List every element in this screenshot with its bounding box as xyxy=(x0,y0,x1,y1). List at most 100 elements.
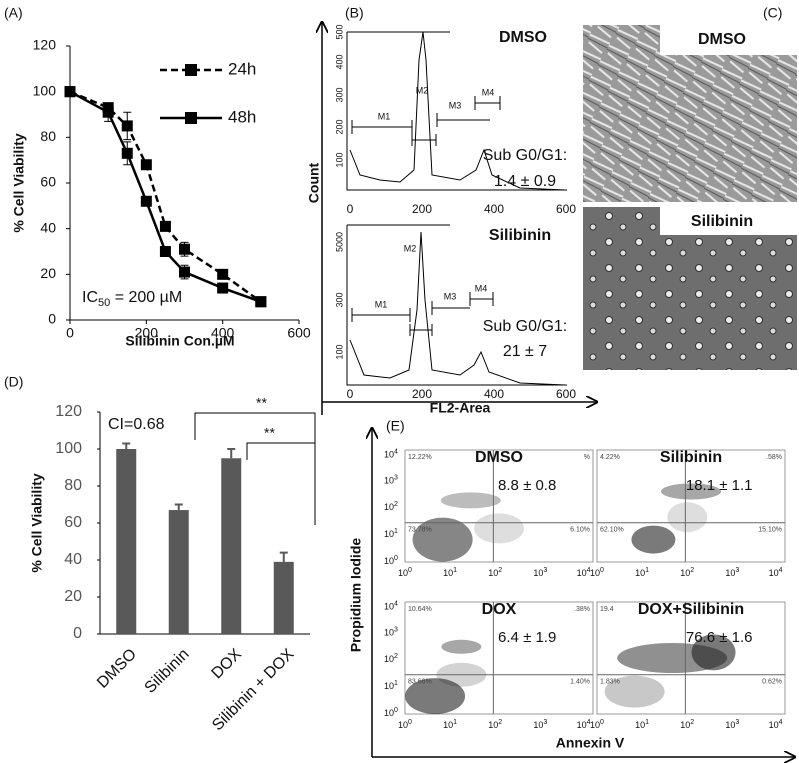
sub-g1-label: Sub G0/G1: xyxy=(483,147,568,164)
quadrant-percent: 1.40% xyxy=(570,679,590,686)
gate-label: M4 xyxy=(482,87,495,97)
legend-marker xyxy=(185,112,197,124)
y-tick-label: 20 xyxy=(64,588,82,605)
tick-exponent: 0 xyxy=(600,719,604,726)
x-tick-label: 100 xyxy=(398,567,412,579)
tick-base: 10 xyxy=(725,720,735,730)
bar xyxy=(273,561,294,634)
histogram-curve xyxy=(349,231,566,386)
marker xyxy=(255,296,267,308)
y-axis-title: % Cell Viability xyxy=(11,133,27,233)
cell-cloud xyxy=(474,513,524,544)
x-tick-label: 104 xyxy=(577,567,591,579)
x-tick-label: 103 xyxy=(533,719,547,731)
x-tick-label: 400 xyxy=(484,202,504,216)
quadrant-percent: 4.22% xyxy=(600,454,620,461)
x-tick-label: 102 xyxy=(488,719,502,731)
x-tick-label: 101 xyxy=(443,567,457,579)
quadrant-percent: 6.10% xyxy=(570,527,590,534)
x-tick-label: 102 xyxy=(680,567,694,579)
y-tick-label: 300 xyxy=(334,292,344,307)
x-tick-label: 100 xyxy=(398,719,412,731)
x-tick-label: 200 xyxy=(412,387,432,401)
tick-exponent: 3 xyxy=(735,719,739,726)
tick-exponent: 0 xyxy=(408,719,412,726)
histogram-curve xyxy=(349,31,566,191)
apoptosis-value: 76.6 ± 1.6 xyxy=(686,629,753,646)
gate-label: M2 xyxy=(404,243,417,253)
y-tick-label: 120 xyxy=(55,403,82,420)
tick-base: 10 xyxy=(577,568,587,578)
tick-exponent: 1 xyxy=(453,719,457,726)
tick-base: 10 xyxy=(384,681,394,691)
tick-base: 10 xyxy=(769,720,779,730)
tick-exponent: 4 xyxy=(779,719,783,726)
x-tick-label: 101 xyxy=(443,719,457,731)
quadrant-percent: .38% xyxy=(574,606,590,613)
y-tick-label: 80 xyxy=(64,477,82,494)
y-axis-title: % Cell Viability xyxy=(29,473,45,573)
y-tick-label: 100 xyxy=(55,440,82,457)
error-bar xyxy=(227,448,236,459)
x-tick-label: 103 xyxy=(725,567,739,579)
tick-exponent: 1 xyxy=(394,680,398,687)
y-tick-label: 40 xyxy=(40,219,56,235)
x-tick-label: 102 xyxy=(488,567,502,579)
cell-cloud xyxy=(661,483,721,500)
series-line xyxy=(69,90,262,303)
tick-exponent: 4 xyxy=(779,567,783,574)
tick-exponent: 4 xyxy=(394,600,398,607)
y-tick-label: 103 xyxy=(384,474,398,486)
tick-exponent: 3 xyxy=(735,567,739,574)
plot-title: Silibinin xyxy=(660,449,722,466)
annotation-part: IC xyxy=(82,289,98,306)
apoptosis-value: 8.8 ± 0.8 xyxy=(498,477,556,494)
tick-base: 10 xyxy=(384,655,394,665)
marker xyxy=(121,147,133,159)
tick-exponent: 4 xyxy=(587,567,591,574)
quadrant-percent: 83.66% xyxy=(408,679,432,686)
tick-exponent: 4 xyxy=(587,719,591,726)
tick-base: 10 xyxy=(398,568,408,578)
quadrant-percent: 73.78% xyxy=(408,527,432,534)
tick-exponent: 1 xyxy=(645,567,649,574)
x-tick-label: 600 xyxy=(556,387,576,401)
tick-base: 10 xyxy=(384,628,394,638)
tick-exponent: 3 xyxy=(543,567,547,574)
micrograph-label: Silibinin xyxy=(691,213,753,230)
y-tick-label: 102 xyxy=(384,653,398,665)
y-tick-label: 500 xyxy=(334,24,344,39)
y-tick-label: 100 xyxy=(384,707,398,719)
x-tick-label: 0 xyxy=(66,325,74,341)
label-box xyxy=(660,25,797,55)
marker xyxy=(159,220,171,232)
legend-label: 48h xyxy=(228,107,256,126)
sub-g1-label: Sub G0/G1: xyxy=(483,318,568,335)
marker xyxy=(140,159,152,171)
quadrant-percent: % xyxy=(584,454,590,461)
tick-exponent: 2 xyxy=(690,567,694,574)
error-bar xyxy=(279,551,288,562)
micrographs: DMSO Silibinin xyxy=(583,25,797,370)
cell-cloud xyxy=(440,492,501,509)
micrograph-label: DMSO xyxy=(698,31,746,48)
x-tick-label: 600 xyxy=(556,202,576,216)
cell-cloud xyxy=(441,639,482,654)
gate-label: M3 xyxy=(444,291,457,301)
marker xyxy=(179,243,190,255)
gate-label: M4 xyxy=(475,283,488,293)
sub-g1-value: 21 ± 7 xyxy=(503,343,547,360)
tick-base: 10 xyxy=(488,720,498,730)
legend-marker xyxy=(185,64,197,76)
x-tick-label: 200 xyxy=(135,325,159,341)
x-tick-label: 101 xyxy=(635,719,649,731)
gate-marker xyxy=(351,96,501,146)
quadrant-percent: .58% xyxy=(766,454,782,461)
tick-exponent: 0 xyxy=(600,567,604,574)
tick-base: 10 xyxy=(443,720,453,730)
y-tick-label: 0 xyxy=(48,311,56,327)
x-tick-label: 101 xyxy=(635,567,649,579)
y-tick-label: 100 xyxy=(384,555,398,567)
tick-base: 10 xyxy=(384,556,394,566)
tick-exponent: 2 xyxy=(498,567,502,574)
